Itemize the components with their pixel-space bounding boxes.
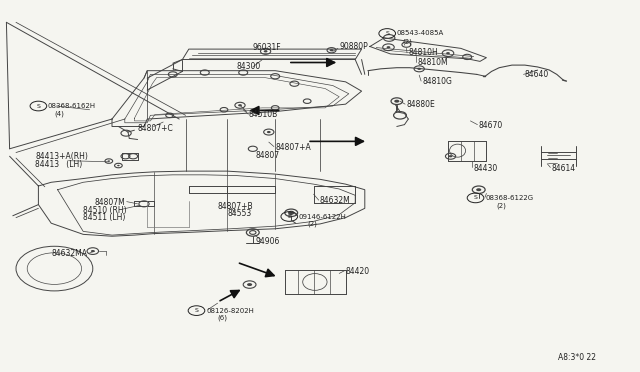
Text: S: S (36, 103, 40, 109)
Text: 84640: 84640 (525, 70, 549, 79)
Circle shape (449, 155, 452, 157)
Text: S: S (474, 195, 477, 201)
Text: S: S (195, 308, 198, 313)
Circle shape (238, 104, 242, 106)
Circle shape (267, 131, 271, 133)
Text: 84300: 84300 (237, 62, 261, 71)
Text: (2): (2) (307, 221, 317, 227)
Text: 94906: 94906 (256, 237, 280, 246)
Text: (4): (4) (54, 110, 64, 117)
Text: 84880E: 84880E (406, 100, 435, 109)
Text: 08543-4085A: 08543-4085A (397, 31, 444, 36)
Text: 84632M: 84632M (320, 196, 351, 205)
Circle shape (446, 52, 450, 54)
Circle shape (91, 250, 95, 252)
Text: S: S (385, 31, 389, 36)
Text: 84807: 84807 (256, 151, 280, 160)
Text: A8:3*0 22: A8:3*0 22 (558, 353, 596, 362)
Text: 84807+C: 84807+C (138, 124, 173, 133)
Circle shape (387, 46, 390, 48)
Text: 84614: 84614 (552, 164, 576, 173)
Circle shape (108, 160, 110, 162)
Text: 90880P: 90880P (339, 42, 368, 51)
Text: 08126-8202H: 08126-8202H (206, 308, 254, 314)
Circle shape (289, 211, 294, 214)
Text: 09146-6122H: 09146-6122H (299, 214, 347, 219)
Text: 84670: 84670 (479, 121, 503, 130)
Text: 84632MA: 84632MA (51, 249, 87, 258)
Text: 84810H: 84810H (408, 48, 438, 57)
Text: (6): (6) (218, 315, 228, 321)
Text: 84430: 84430 (474, 164, 498, 173)
Text: B: B (287, 214, 291, 219)
Text: 84807+A: 84807+A (275, 143, 311, 152)
Circle shape (476, 188, 481, 191)
Circle shape (417, 68, 421, 70)
Text: 96031F: 96031F (253, 43, 282, 52)
Text: 84420: 84420 (346, 267, 370, 276)
Text: 08368-6122G: 08368-6122G (485, 195, 533, 201)
Text: (2): (2) (402, 38, 412, 45)
Text: 84413   (LH): 84413 (LH) (35, 160, 83, 169)
Text: 84810G: 84810G (422, 77, 452, 86)
Text: 84810M: 84810M (417, 58, 448, 67)
Text: 84510 (RH): 84510 (RH) (83, 206, 127, 215)
Text: 84807+B: 84807+B (218, 202, 253, 211)
Circle shape (330, 49, 333, 51)
Circle shape (264, 50, 268, 52)
Text: 84807M: 84807M (95, 198, 125, 207)
Circle shape (117, 165, 120, 166)
Circle shape (247, 283, 252, 286)
Text: 08368-6162H: 08368-6162H (48, 103, 96, 109)
Text: 84553: 84553 (227, 209, 252, 218)
Circle shape (394, 100, 399, 103)
Text: 84413+A(RH): 84413+A(RH) (35, 153, 88, 161)
Text: 84511 (LH): 84511 (LH) (83, 213, 125, 222)
Text: (2): (2) (496, 202, 506, 209)
Text: 84510B: 84510B (248, 110, 278, 119)
